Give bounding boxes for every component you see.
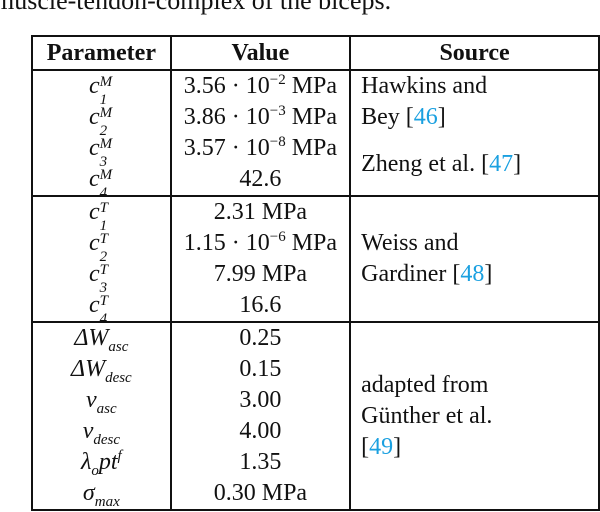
value-text: 0.25 (239, 325, 282, 351)
symbol-base: c (89, 199, 100, 225)
parameter-value: 7.99 MPa (172, 259, 349, 290)
symbol-base: λ (80, 449, 92, 475)
symbol-sub: o (91, 462, 99, 479)
symbol-sub: asc (96, 400, 117, 417)
parameter-value: 1.15 · 10−6 MPa (172, 228, 349, 259)
value-text: 42.6 (239, 166, 282, 192)
symbol-base: c (89, 166, 100, 192)
value-unit: MPa (285, 104, 338, 130)
parameter-value: 16.6 (172, 290, 349, 321)
value-cell: 0.25 0.15 3.00 4.00 1.35 0.30 MPa (169, 322, 352, 511)
symbol-base: ΔW (70, 356, 106, 382)
citation-link[interactable]: 49 (369, 433, 394, 460)
source-cell: adapted from Günther et al. [49] (349, 322, 600, 511)
parameter-value: 3.00 (172, 385, 349, 416)
value-unit: MPa (285, 230, 338, 256)
parameter-value: 0.15 (172, 354, 349, 385)
value-exponent: −8 (269, 134, 286, 150)
value-unit: MPa (285, 73, 338, 99)
parameter-value: 2.31 MPa (172, 197, 349, 228)
header-value: Value (169, 35, 352, 71)
symbol-tail: pt (98, 449, 118, 475)
symbol-sub: max (94, 493, 120, 510)
symbol-base: c (89, 135, 100, 161)
value-exponent: −2 (269, 72, 286, 88)
symbol-base: c (89, 73, 100, 99)
parameter-value: 4.00 (172, 416, 349, 447)
parameter-symbol: νasc (33, 385, 170, 416)
parameter-value: 3.57 · 10−8 MPa (172, 133, 349, 164)
symbol-base: c (89, 292, 100, 318)
parameter-symbol: λoptf (33, 447, 170, 479)
value-text: 3.00 (239, 387, 282, 413)
symbol-base: ν (82, 418, 94, 444)
value-cell: 3.56 · 10−2 MPa 3.86 · 10−3 MPa 3.57 · 10−… (169, 70, 352, 197)
value-text: 16.6 (239, 292, 282, 318)
source-cell: Weiss and Gardiner [48] (349, 196, 600, 323)
parameter-value: 3.56 · 10−2 MPa (172, 71, 349, 102)
value-text: 2.31 MPa (213, 199, 308, 225)
symbol-base: ΔW (74, 325, 109, 351)
parameter-value: 42.6 (172, 164, 349, 195)
symbol-base: c (89, 261, 100, 287)
parameter-value: 0.25 (172, 323, 349, 354)
parameter-value: 3.86 · 10−3 MPa (172, 102, 349, 133)
table-row-group: c M 1 c M 2 c M 3 c M 4 3.56 · 10−2 MPa 3.86 · 10−3 M… (31, 70, 600, 201)
symbol-sub: desc (105, 369, 132, 386)
parameter-symbol: ΔWasc (33, 323, 170, 354)
parameter-symbol: νdesc (33, 416, 170, 447)
source-text: Weiss and Gardiner [48] (361, 230, 493, 287)
value-text: 0.30 MPa (213, 480, 308, 506)
value-text: 3.57 · 10 (183, 135, 270, 161)
value-exponent: −6 (269, 229, 286, 245)
header-parameter: Parameter (31, 35, 172, 71)
parameter-symbol: ΔWdesc (33, 354, 170, 385)
table-row-group: ΔWasc ΔWdesc νasc νdesc λoptf σmax 0.25 0.15 3.0… (31, 322, 600, 511)
value-unit: MPa (285, 135, 338, 161)
symbol-base: σ (82, 480, 95, 506)
symbol-base: ν (86, 387, 97, 413)
symbol-base: c (89, 104, 100, 130)
value-text: 1.15 · 10 (183, 230, 270, 256)
value-text: 7.99 MPa (213, 261, 308, 287)
parameter-cell: ΔWasc ΔWdesc νasc νdesc λoptf σmax (31, 322, 172, 511)
source-cell: Hawkins and Bey [46] Zheng et al. [47] (349, 70, 600, 197)
value-cell: 2.31 MPa 1.15 · 10−6 MPa 7.99 MPa 16.6 (169, 196, 352, 323)
value-text: 4.00 (239, 418, 282, 444)
value-text: 3.56 · 10 (183, 73, 270, 99)
parameter-table: Parameter Value Source c M 1 c M 2 c M 3 c M 4 3.56 … (31, 35, 600, 511)
table-row-group: c T 1 c T 2 c T 3 c T 4 2.31 MPa 1.15 · 10−6 MPa 7.99 … (31, 196, 600, 327)
caption-text: muscle-tendon-complex of the biceps. (0, 0, 392, 15)
value-text: 3.86 · 10 (183, 104, 270, 130)
parameter-symbol: σmax (33, 478, 170, 509)
citation-link[interactable]: 48 (460, 261, 485, 287)
parameter-value: 0.30 MPa (172, 478, 349, 509)
source-text: Hawkins and Bey [46] (361, 73, 488, 130)
value-text: 0.15 (239, 356, 282, 382)
value-text: 1.35 (239, 449, 282, 475)
source-text: Zheng et al. [47] (361, 150, 522, 177)
value-exponent: −3 (269, 103, 286, 119)
parameter-value: 1.35 (172, 447, 349, 478)
symbol-base: c (89, 230, 100, 256)
symbol-sup: f (117, 448, 122, 464)
citation-link[interactable]: 47 (489, 150, 514, 177)
symbol-sub: asc (108, 338, 129, 355)
source-text: adapted from Günther et al. [49] (361, 371, 493, 460)
header-source: Source (349, 35, 600, 71)
citation-link[interactable]: 46 (413, 104, 438, 130)
symbol-sub: desc (93, 431, 120, 448)
